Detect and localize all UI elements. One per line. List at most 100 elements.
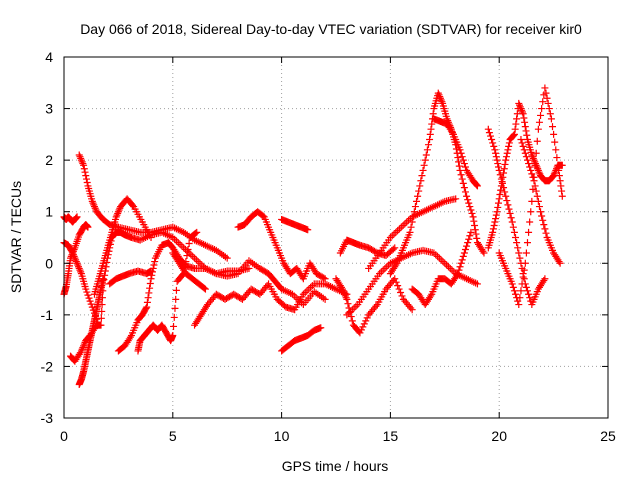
data-point <box>408 218 416 226</box>
data-point <box>455 266 463 274</box>
data-point <box>360 320 368 328</box>
data-point <box>77 268 85 276</box>
data-point <box>363 314 371 322</box>
data-point <box>454 154 462 162</box>
data-point <box>435 91 443 99</box>
data-point <box>457 259 465 267</box>
data-point <box>82 285 90 293</box>
data-point <box>525 160 533 168</box>
data-point <box>147 275 155 283</box>
x-tick-label: 10 <box>274 428 290 444</box>
data-point <box>76 266 84 274</box>
data-point <box>426 136 434 144</box>
data-point <box>541 225 549 233</box>
series-track-14 <box>278 324 325 355</box>
data-point <box>490 142 498 150</box>
data-point <box>399 221 407 229</box>
data-point <box>341 292 349 300</box>
data-point <box>427 125 435 133</box>
data-point <box>551 168 559 176</box>
data-point <box>555 258 563 266</box>
data-point <box>516 294 524 302</box>
data-point <box>494 160 502 168</box>
data-point <box>430 249 438 257</box>
data-point <box>515 99 523 107</box>
data-point <box>458 175 466 183</box>
data-point <box>460 249 468 257</box>
data-point <box>392 228 400 236</box>
data-point <box>468 209 476 217</box>
data-point <box>504 201 512 209</box>
data-point <box>558 187 566 195</box>
data-point <box>89 199 97 207</box>
data-point <box>77 156 85 164</box>
data-point <box>81 168 89 176</box>
data-point <box>308 282 316 290</box>
data-point <box>428 120 436 128</box>
data-point <box>427 292 435 300</box>
data-point <box>72 256 80 264</box>
data-point <box>340 289 348 297</box>
data-point <box>459 179 467 187</box>
data-point <box>417 177 425 185</box>
data-point <box>535 118 543 126</box>
data-point <box>466 203 474 211</box>
data-point <box>84 223 92 231</box>
data-point <box>381 264 389 272</box>
data-point <box>498 179 506 187</box>
data-point <box>505 142 513 150</box>
series-track-25 <box>495 84 566 309</box>
data-point <box>73 259 81 267</box>
data-point <box>418 172 426 180</box>
data-point <box>183 252 191 260</box>
data-point <box>148 271 156 279</box>
data-point <box>503 149 511 157</box>
data-point <box>518 108 526 116</box>
data-point <box>452 195 460 203</box>
data-point <box>460 184 468 192</box>
data-point <box>408 306 416 314</box>
data-point <box>114 209 122 217</box>
data-point <box>485 129 493 137</box>
data-point <box>496 191 504 199</box>
data-point <box>534 166 542 174</box>
data-point <box>456 263 464 271</box>
data-point <box>78 345 86 353</box>
series-track-7 <box>90 195 155 298</box>
data-point <box>517 136 525 144</box>
data-point <box>542 89 550 97</box>
data-point <box>517 287 525 295</box>
data-point <box>80 161 88 169</box>
data-point <box>395 225 403 233</box>
data-point <box>301 289 309 297</box>
data-point <box>540 221 548 229</box>
data-point <box>471 226 479 234</box>
series-track-11 <box>169 249 209 293</box>
data-point <box>144 294 152 302</box>
data-point <box>523 287 531 295</box>
data-point <box>525 290 533 298</box>
data-point <box>500 165 508 173</box>
data-point <box>90 203 98 211</box>
data-point <box>460 160 468 168</box>
data-point <box>390 230 398 238</box>
data-point <box>182 258 190 266</box>
data-point <box>509 223 517 231</box>
data-point <box>307 283 315 291</box>
data-point <box>437 256 445 264</box>
axis-ticks: 0 5 10 15 20 25 -3 -2 -1 0 1 2 3 4 <box>41 49 616 444</box>
data-point <box>523 131 531 139</box>
series-track-8 <box>106 267 155 288</box>
data-point <box>508 218 516 226</box>
data-point <box>550 170 558 178</box>
data-point <box>97 314 105 322</box>
data-point <box>379 266 387 274</box>
y-axis-label: SDTVAR / TECUs <box>8 181 24 293</box>
data-point <box>480 249 488 257</box>
data-point <box>347 307 355 315</box>
data-point <box>489 225 497 233</box>
data-point <box>75 264 83 272</box>
data-point <box>405 216 413 224</box>
data-point <box>512 120 520 128</box>
